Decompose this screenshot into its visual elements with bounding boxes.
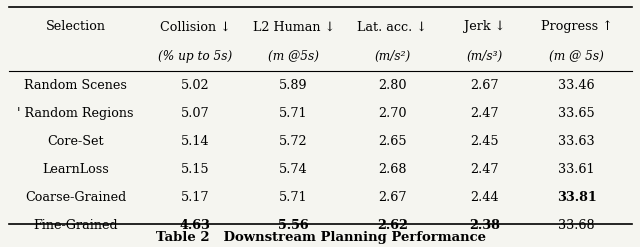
Text: 2.62: 2.62	[377, 219, 408, 232]
Text: Table 2   Downstream Planning Performance: Table 2 Downstream Planning Performance	[156, 231, 486, 244]
Text: LearnLoss: LearnLoss	[42, 163, 109, 176]
Text: 33.46: 33.46	[558, 79, 595, 92]
Text: 2.70: 2.70	[378, 107, 406, 120]
Text: 2.67: 2.67	[378, 191, 406, 204]
Text: 2.38: 2.38	[469, 219, 500, 232]
Text: 2.68: 2.68	[378, 163, 406, 176]
Text: 33.61: 33.61	[558, 163, 595, 176]
Text: (m @5s): (m @5s)	[268, 50, 319, 63]
Text: 4.63: 4.63	[180, 219, 211, 232]
Text: (% up to 5s): (% up to 5s)	[158, 50, 232, 63]
Text: L2 Human ↓: L2 Human ↓	[253, 21, 335, 34]
Text: Random Scenes: Random Scenes	[24, 79, 127, 92]
Text: 33.68: 33.68	[558, 219, 595, 232]
Text: Coarse-Grained: Coarse-Grained	[25, 191, 126, 204]
Text: Progress ↑: Progress ↑	[541, 21, 612, 34]
Text: Collision ↓: Collision ↓	[159, 21, 230, 34]
Text: 5.71: 5.71	[279, 107, 308, 120]
Text: 2.80: 2.80	[378, 79, 406, 92]
Text: 5.07: 5.07	[180, 107, 209, 120]
Text: 2.67: 2.67	[470, 79, 499, 92]
Text: (m/s²): (m/s²)	[374, 50, 410, 63]
Text: 5.71: 5.71	[279, 191, 308, 204]
Text: 33.65: 33.65	[558, 107, 595, 120]
Text: ' Random Regions: ' Random Regions	[17, 107, 134, 120]
Text: 5.56: 5.56	[278, 219, 309, 232]
Text: Selection: Selection	[45, 21, 106, 34]
Text: 2.45: 2.45	[470, 135, 499, 148]
Text: 2.47: 2.47	[470, 107, 499, 120]
Text: 2.65: 2.65	[378, 135, 406, 148]
Text: 5.02: 5.02	[180, 79, 209, 92]
Text: 5.74: 5.74	[279, 163, 308, 176]
Text: Core-Set: Core-Set	[47, 135, 104, 148]
Text: 5.15: 5.15	[180, 163, 209, 176]
Text: Fine-Grained: Fine-Grained	[33, 219, 118, 232]
Text: 5.72: 5.72	[279, 135, 308, 148]
Text: 5.17: 5.17	[180, 191, 209, 204]
Text: Lat. acc. ↓: Lat. acc. ↓	[357, 21, 427, 34]
Text: 5.89: 5.89	[279, 79, 308, 92]
Text: Jerk ↓: Jerk ↓	[464, 21, 505, 34]
Text: (m @ 5s): (m @ 5s)	[549, 50, 604, 63]
Text: 2.47: 2.47	[470, 163, 499, 176]
Text: 5.14: 5.14	[180, 135, 209, 148]
Text: 2.44: 2.44	[470, 191, 499, 204]
Text: 33.63: 33.63	[558, 135, 595, 148]
Text: (m/s³): (m/s³)	[467, 50, 502, 63]
Text: 33.81: 33.81	[557, 191, 596, 204]
